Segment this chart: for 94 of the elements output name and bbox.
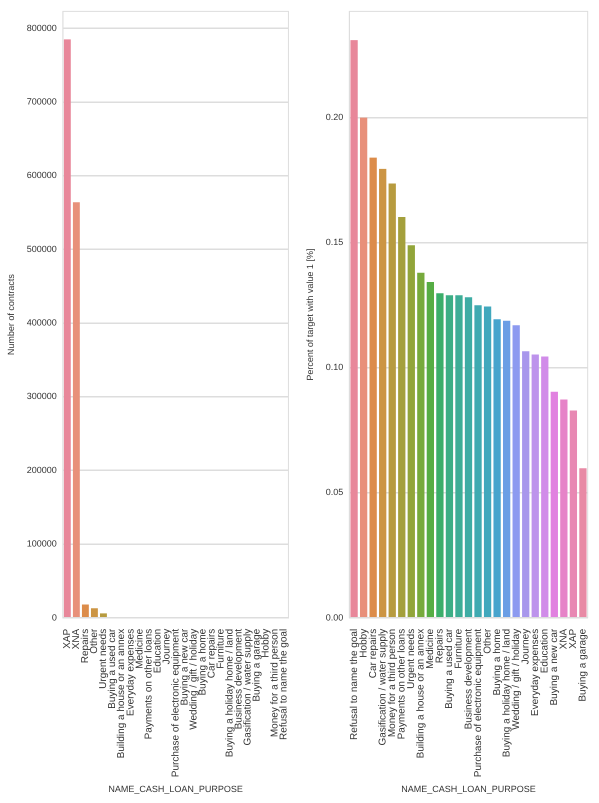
y-tick-label: 800000 bbox=[26, 22, 57, 33]
x-tick-label: XNA bbox=[71, 628, 82, 650]
x-axis-title: NAME_CASH_LOAN_PURPOSE bbox=[108, 784, 243, 794]
x-tick-label: Car repairs bbox=[206, 628, 218, 678]
x-tick-label: Other bbox=[89, 628, 100, 654]
bar bbox=[484, 306, 492, 618]
bar bbox=[360, 118, 368, 618]
y-tick-label: 500000 bbox=[26, 244, 57, 254]
x-tick-label: Purchase of electronic equipment bbox=[170, 628, 182, 778]
y-tick-label: 700000 bbox=[26, 96, 57, 107]
x-tick-label: Wedding / gift / holiday bbox=[188, 628, 200, 730]
x-tick-label: Other bbox=[482, 628, 494, 654]
bar bbox=[379, 168, 386, 618]
x-tick-label: Urgent needs bbox=[98, 628, 110, 689]
x-axis-title: NAME_CASH_LOAN_PURPOSE bbox=[401, 784, 536, 794]
bar bbox=[532, 354, 539, 618]
x-tick-label: Gasification / water supply bbox=[377, 628, 388, 746]
bar bbox=[100, 613, 107, 618]
bar bbox=[350, 40, 358, 618]
y-axis-title: Number of contracts bbox=[6, 274, 16, 356]
x-tick-label: XAP bbox=[568, 628, 580, 649]
x-tick-label: Business development bbox=[463, 628, 474, 730]
x-tick-label: Furniture bbox=[454, 628, 465, 669]
bar bbox=[82, 604, 89, 618]
x-tick-label: Buying a new car bbox=[179, 628, 190, 706]
bar bbox=[541, 356, 548, 618]
bar bbox=[417, 272, 424, 618]
x-tick-label: Urgent needs bbox=[406, 628, 418, 689]
x-tick-label: Building a house or an annex bbox=[416, 628, 427, 758]
y-tick-label: 300000 bbox=[26, 391, 57, 402]
y-axis-title: Percent of target with value 1 [%] bbox=[304, 248, 315, 381]
x-tick-label: Everyday expenses bbox=[530, 628, 541, 716]
x-tick-label: Buying a used car bbox=[107, 628, 118, 709]
bar bbox=[512, 325, 520, 618]
y-tick-label: 0.15 bbox=[326, 237, 344, 248]
y-tick-label: 600000 bbox=[26, 170, 57, 180]
x-tick-label: Furniture bbox=[216, 628, 226, 669]
y-tick-label: 0.00 bbox=[326, 612, 344, 622]
x-tick-label: Journey bbox=[161, 628, 172, 664]
x-tick-label: Repairs bbox=[80, 628, 92, 664]
bar bbox=[560, 399, 568, 618]
x-tick-label: Payments on other loans bbox=[143, 628, 154, 740]
bar bbox=[64, 39, 71, 618]
y-tick-label: 400000 bbox=[26, 318, 57, 328]
x-tick-label: Repairs bbox=[434, 628, 446, 664]
x-tick-label: XAP bbox=[62, 628, 74, 649]
x-tick-label: Refusal to name the goal bbox=[278, 628, 290, 740]
y-tick-label: 100000 bbox=[26, 538, 57, 549]
x-tick-label: Purchase of electronic equipment bbox=[472, 628, 484, 778]
x-tick-label: Building a house or an annex bbox=[116, 628, 128, 758]
y-tick-label: 0.05 bbox=[326, 487, 344, 498]
x-tick-label: Hobby bbox=[358, 628, 370, 658]
x-tick-label: Wedding / gift / holiday bbox=[510, 628, 522, 730]
bar bbox=[72, 202, 80, 618]
bar bbox=[570, 410, 578, 618]
x-tick-label: XNA bbox=[558, 628, 570, 650]
x-tick-label: Buying a garage bbox=[578, 628, 589, 702]
x-tick-label: Medicine bbox=[134, 628, 146, 669]
x-tick-label: Car repairs bbox=[368, 628, 379, 678]
x-tick-label: Buying a used car bbox=[444, 628, 456, 709]
bar bbox=[90, 608, 98, 618]
bar bbox=[579, 468, 587, 618]
y-tick-label: 0.10 bbox=[326, 362, 344, 372]
bar bbox=[493, 319, 501, 618]
bar bbox=[502, 320, 510, 618]
x-tick-label: Buying a garage bbox=[252, 628, 263, 702]
y-tick-label: 200000 bbox=[26, 464, 57, 475]
bar bbox=[398, 216, 406, 618]
bar bbox=[408, 245, 415, 618]
x-tick-label: Buying a home bbox=[492, 628, 503, 696]
x-tick-label: Education bbox=[152, 628, 164, 674]
x-tick-label: Hobby bbox=[260, 628, 272, 658]
bar bbox=[426, 282, 434, 618]
x-tick-label: Medicine bbox=[425, 628, 436, 669]
bar bbox=[388, 183, 396, 618]
x-tick-label: Everyday expenses bbox=[125, 628, 136, 716]
bar bbox=[464, 297, 472, 618]
bar bbox=[550, 392, 558, 618]
x-tick-label: Refusal to name the goal bbox=[348, 628, 360, 740]
x-tick-label: Buying a new car bbox=[549, 628, 560, 706]
x-tick-label: Journey bbox=[520, 628, 532, 664]
y-tick-label: 0.20 bbox=[326, 112, 344, 122]
x-tick-label: Payments on other loans bbox=[396, 628, 408, 740]
bar bbox=[455, 295, 463, 618]
y-tick-label: 0 bbox=[52, 612, 57, 622]
x-tick-label: Buying a home bbox=[197, 628, 208, 696]
bar bbox=[474, 305, 482, 618]
x-tick-label: Money for a third person bbox=[386, 628, 398, 738]
x-tick-label: Education bbox=[540, 628, 551, 674]
bar bbox=[522, 351, 530, 618]
bar bbox=[436, 293, 444, 618]
bar bbox=[370, 158, 377, 618]
x-tick-label: Buying a holiday home / land bbox=[501, 628, 512, 758]
bar bbox=[446, 295, 454, 618]
